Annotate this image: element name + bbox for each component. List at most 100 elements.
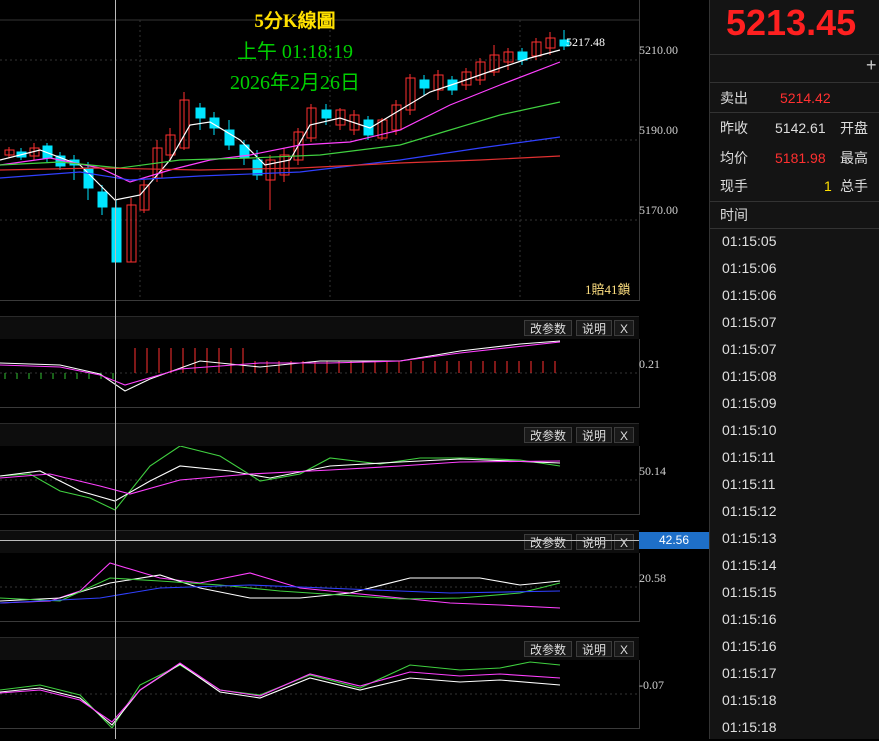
tick-time-item[interactable]: 01:15:16 (722, 638, 777, 654)
pane4-help-button[interactable]: 说明 (576, 641, 613, 657)
kdj-k-line (0, 458, 561, 502)
kdj-j-line (0, 446, 561, 511)
candle-body (126, 204, 137, 263)
sell-value: 5214.42 (780, 90, 831, 106)
indicator-pane-2[interactable] (0, 446, 640, 515)
candlestick-pane[interactable]: 5分K線圖 上午 01:18:19 2026年2月26日 5217.48 1賠4… (0, 0, 640, 301)
open-label: 开盘 (840, 120, 868, 136)
indicator-chart-2[interactable] (0, 446, 639, 514)
plus-icon[interactable]: + (866, 55, 877, 75)
indicator-chart-4[interactable] (0, 660, 639, 728)
indicator-pane-4[interactable] (0, 660, 640, 729)
pane3-close-button[interactable]: X (614, 534, 635, 550)
pane1-value: 0.21 (639, 357, 660, 371)
tick-time-item[interactable]: 01:15:08 (722, 368, 777, 384)
pane1-toolbar: 改参数 说明 X (0, 316, 639, 339)
indicator-chart-1[interactable] (0, 339, 639, 407)
high-label: 最高 (840, 150, 868, 166)
pane2-close-button[interactable]: X (614, 427, 635, 443)
pane4-close-button[interactable]: X (614, 641, 635, 657)
tick-time-item[interactable]: 01:15:15 (722, 584, 777, 600)
candle-body (489, 54, 500, 73)
candle-body (405, 77, 416, 111)
avg-row: 均价 5181.98 最高 (720, 148, 868, 168)
candle-body (419, 79, 430, 89)
dmi-blue-line (0, 584, 561, 604)
indicator-pane-1[interactable] (0, 339, 640, 408)
tick-time-item[interactable]: 01:15:07 (722, 314, 777, 330)
candle-body (475, 61, 486, 81)
total-label: 总手 (840, 178, 868, 194)
sell-label: 卖出 (720, 90, 748, 106)
candle-body (179, 99, 190, 149)
tick-time-item[interactable]: 01:15:10 (722, 422, 777, 438)
ytick-5210: 5210.00 (639, 43, 678, 57)
candle-body (391, 104, 402, 131)
divider (710, 82, 879, 83)
candle-body (195, 107, 206, 119)
pane2-help-button[interactable]: 说明 (576, 427, 613, 443)
candle-body (559, 39, 570, 47)
indicator-chart-3[interactable] (0, 553, 639, 621)
prev-close-label: 昨收 (720, 120, 748, 136)
chart-title-line1: 5分K線圖 (254, 11, 336, 32)
tick-time-item[interactable]: 01:15:13 (722, 530, 777, 546)
candle-body (517, 51, 528, 61)
tick-time-list[interactable]: 01:15:05 01:15:06 01:15:06 01:15:07 01:15:07… (710, 228, 879, 741)
divider (710, 201, 879, 202)
ytick-5170: 5170.00 (639, 203, 678, 217)
tick-time-item[interactable]: 01:15:06 (722, 260, 777, 276)
indicator-magenta-line (0, 662, 561, 723)
crosshair-value-badge: 42.56 (639, 532, 709, 549)
tick-time-item[interactable]: 01:15:14 (722, 557, 777, 573)
tick-time-item[interactable]: 01:15:07 (722, 341, 777, 357)
pane1-help-button[interactable]: 说明 (576, 320, 613, 336)
tick-time-item[interactable]: 01:15:16 (722, 611, 777, 627)
tick-time-item[interactable]: 01:15:17 (722, 665, 777, 681)
candle-body (503, 51, 514, 63)
tick-time-item[interactable]: 01:15:18 (722, 692, 777, 708)
tick-time-item[interactable]: 01:15:12 (722, 503, 777, 519)
dmi-white-line (0, 574, 561, 602)
candle-body (224, 129, 235, 146)
indicator-pane-3[interactable] (0, 553, 640, 622)
avg-value: 5181.98 (775, 150, 826, 166)
kdj-d-line (0, 460, 561, 495)
pane2-value: 50.14 (639, 464, 666, 478)
indicator-white-line (0, 663, 561, 726)
hand-row: 现手 1 总手 (720, 176, 868, 196)
tick-time-item[interactable]: 01:15:18 (722, 719, 777, 735)
chart-title: 5分K線圖 上午 01:18:19 2026年2月26日 (195, 6, 395, 95)
ma5-line (0, 155, 561, 171)
indicator-line-white (0, 340, 561, 392)
chart-area[interactable]: 5分K線圖 上午 01:18:19 2026年2月26日 5217.48 1賠4… (0, 0, 709, 739)
tick-time-item[interactable]: 01:15:11 (722, 476, 776, 492)
pane4-value: -0.07 (639, 678, 664, 692)
divider (710, 228, 879, 229)
pane3-help-button[interactable]: 说明 (576, 534, 613, 550)
pane4-toolbar: 改参数 说明 X (0, 637, 639, 660)
tick-time-item[interactable]: 01:15:06 (722, 287, 777, 303)
pane4-param-button[interactable]: 改参数 (524, 641, 573, 657)
pane3-toolbar: 改参数 说明 X (0, 530, 639, 553)
pane2-param-button[interactable]: 改参数 (524, 427, 573, 443)
chart-title-date: 2026年2月26日 (230, 72, 360, 94)
ma1-line (0, 49, 561, 201)
pane1-close-button[interactable]: X (614, 320, 635, 336)
dmi-magenta-line (0, 562, 561, 609)
pane2-toolbar: 改参数 说明 X (0, 423, 639, 446)
pane1-param-button[interactable]: 改参数 (524, 320, 573, 336)
indicator-line-magenta (0, 341, 561, 386)
candle-body (139, 184, 150, 211)
tick-time-item[interactable]: 01:15:11 (722, 449, 776, 465)
ma4-line (0, 136, 561, 181)
avg-label: 均价 (720, 150, 748, 166)
time-header: 时间 (720, 207, 748, 223)
pane3-param-button[interactable]: 改参数 (524, 534, 573, 550)
ma3-line (0, 101, 561, 169)
candlestick-chart[interactable] (0, 0, 639, 300)
tick-time-item[interactable]: 01:15:05 (722, 233, 777, 249)
tick-time-item[interactable]: 01:15:09 (722, 395, 777, 411)
dmi-green-line (0, 577, 561, 602)
candle-body (279, 154, 290, 176)
